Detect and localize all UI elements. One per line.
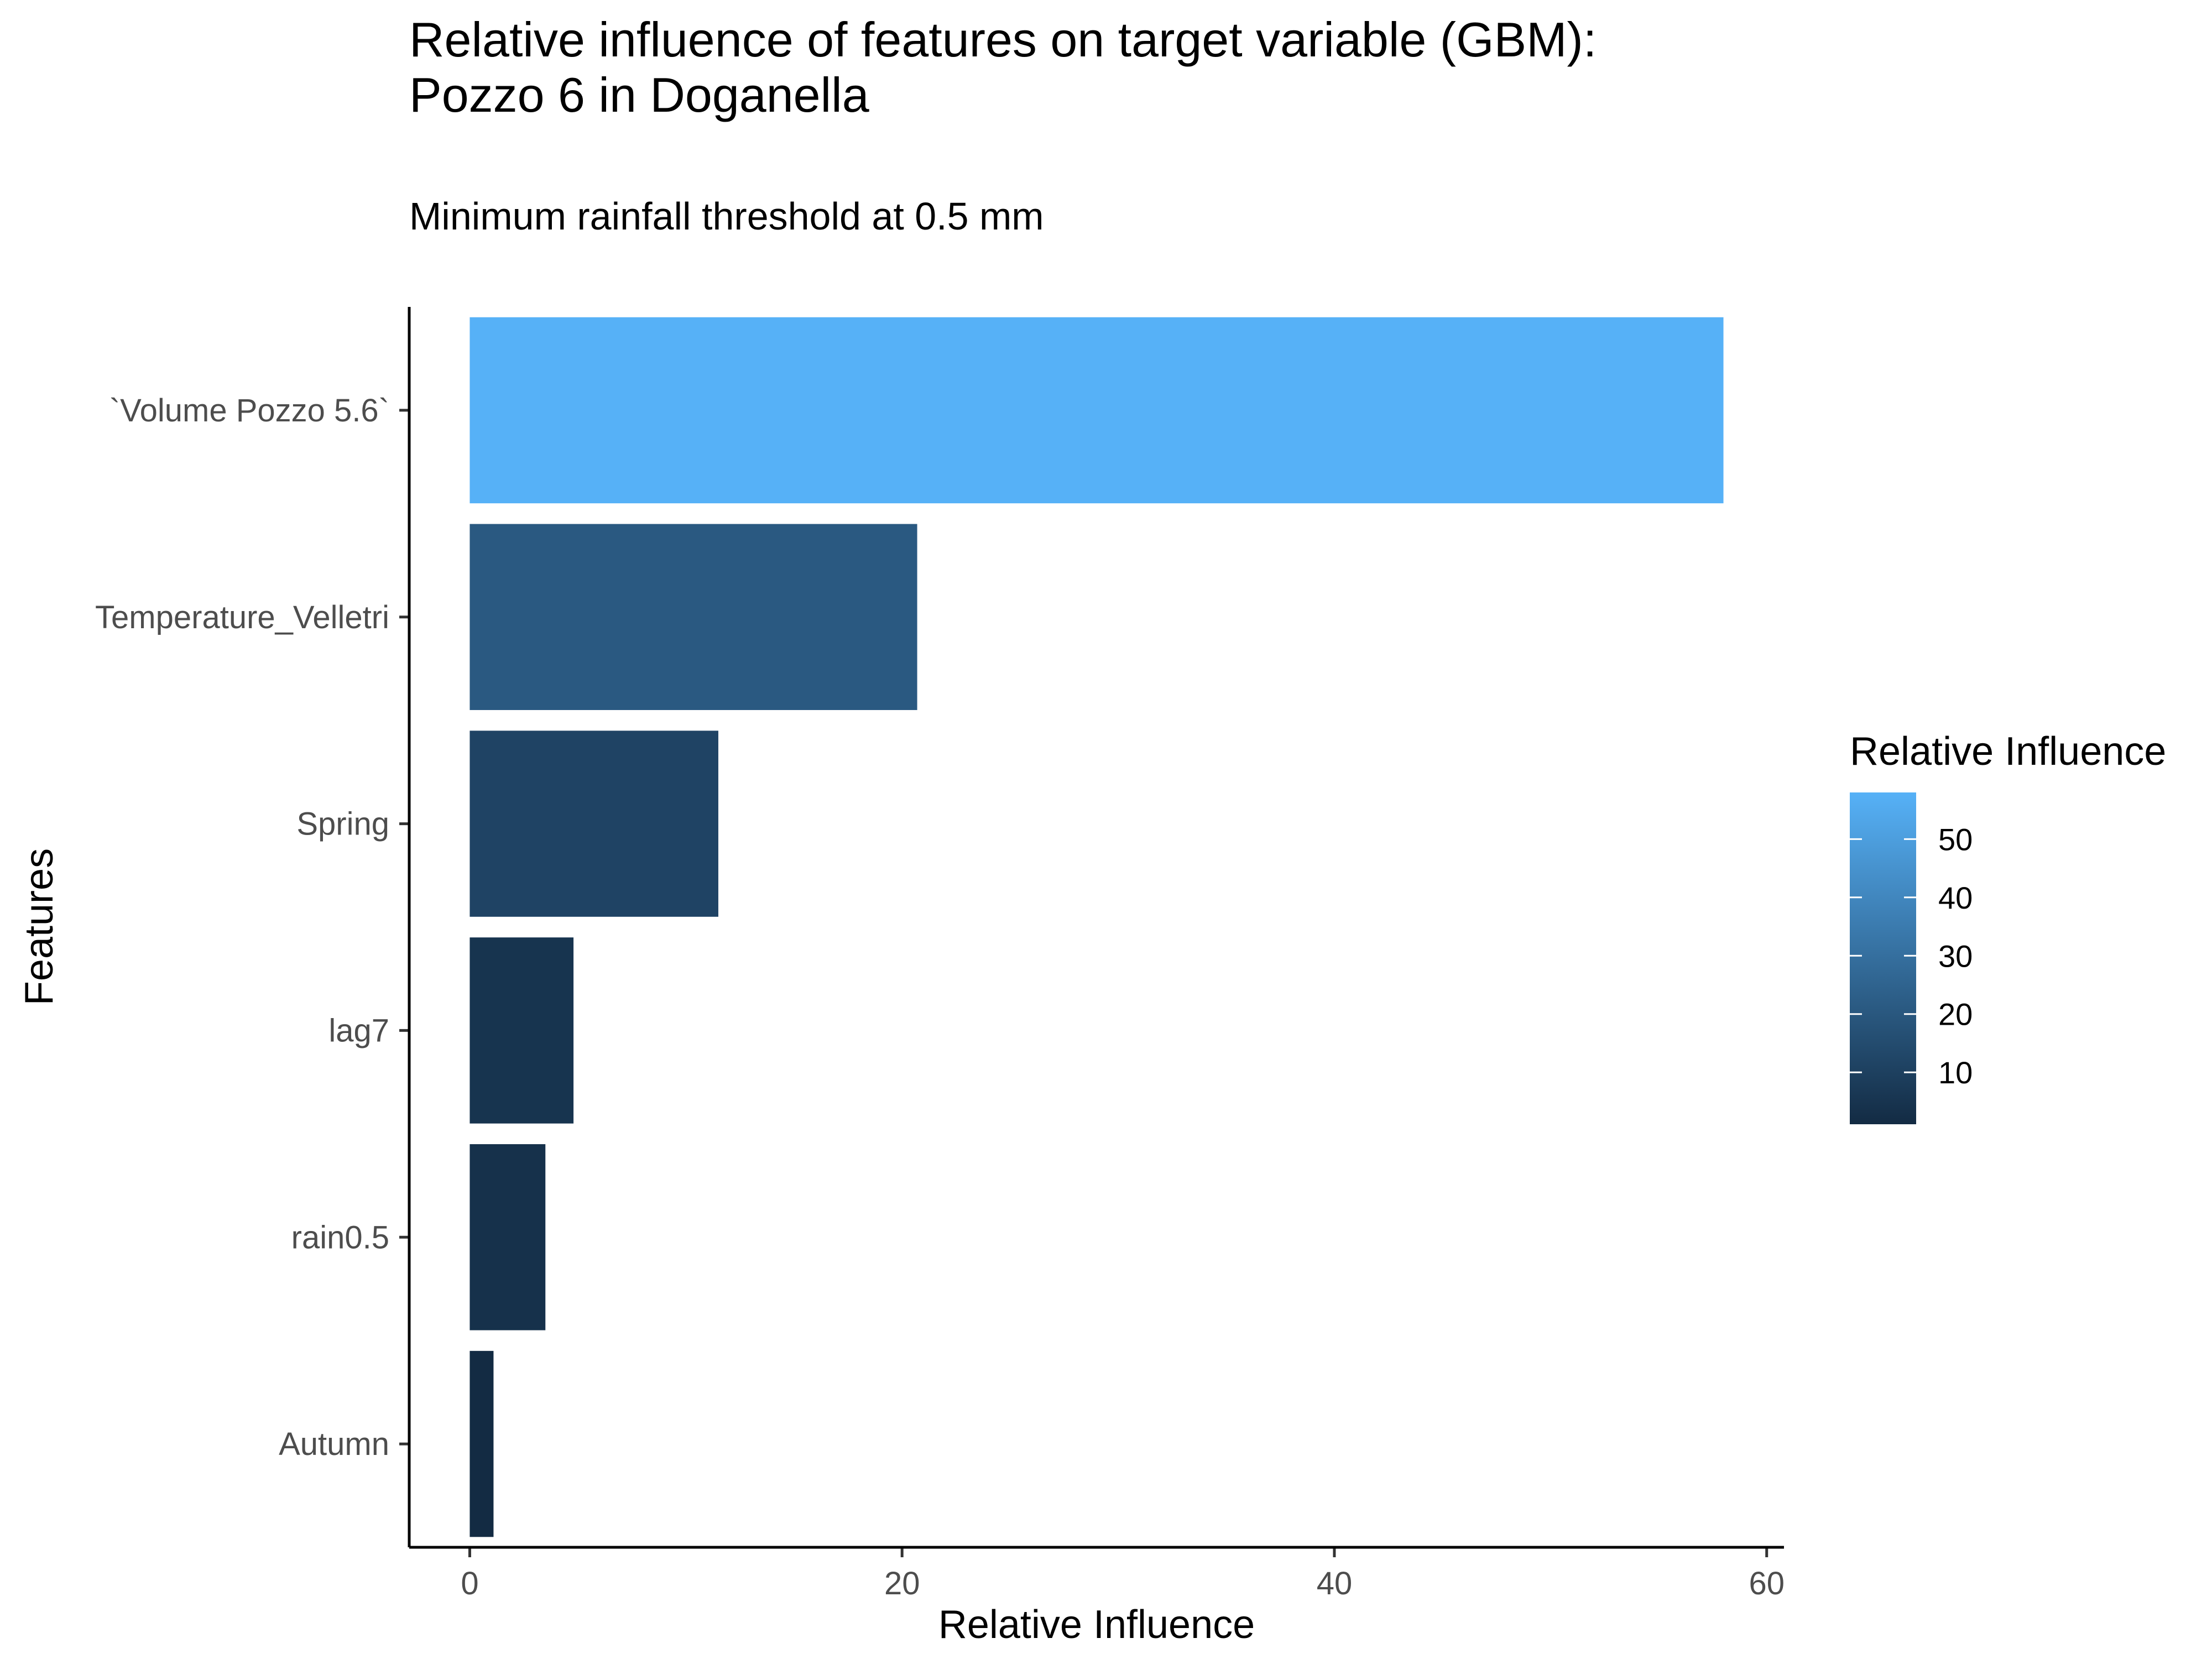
bar-0 (469, 317, 1724, 504)
x-tick-label: 60 (1749, 1566, 1785, 1601)
legend-title: Relative Influence (1850, 729, 2166, 774)
chart-subtitle: Minimum rainfall threshold at 0.5 mm (409, 195, 1044, 238)
bar-5 (469, 1350, 494, 1537)
bar-2 (469, 731, 718, 917)
y-tick-label: rain0.5 (291, 1219, 389, 1255)
chart-title-line2: Pozzo 6 in Doganella (409, 67, 869, 122)
x-tick-label: 20 (884, 1566, 920, 1601)
x-tick-label: 40 (1317, 1566, 1353, 1601)
y-tick-label: lag7 (328, 1013, 389, 1048)
x-axis-ticks: 0 20 40 60 (461, 1547, 1785, 1601)
legend-ticks: 10 20 30 40 50 (1850, 822, 1973, 1090)
legend-tick-label: 10 (1938, 1055, 1973, 1090)
y-axis-ticks: `Volume Pozzo 5.6` Temperature_Velletri Sp… (95, 393, 409, 1462)
y-tick-label: `Volume Pozzo 5.6` (109, 393, 389, 429)
x-tick-label: 0 (461, 1566, 478, 1601)
legend: Relative Influence 10 20 30 40 50 (1850, 729, 2166, 1124)
legend-tick-label: 20 (1938, 997, 1973, 1032)
x-axis-title: Relative Influence (938, 1603, 1255, 1647)
chart-title: Relative influence of features on target… (409, 12, 1597, 67)
legend-tick-label: 30 (1938, 938, 1973, 973)
legend-tick-label: 50 (1938, 822, 1973, 857)
bar-4 (469, 1144, 546, 1331)
bars (469, 317, 1724, 1537)
y-axis-title: Features (17, 848, 61, 1005)
legend-tick-label: 40 (1938, 880, 1973, 915)
y-tick-label: Spring (296, 806, 389, 842)
legend-colorbar (1850, 792, 1916, 1124)
y-tick-label: Autumn (279, 1426, 389, 1462)
y-tick-label: Temperature_Velletri (95, 599, 389, 635)
bar-3 (469, 937, 574, 1124)
bar-1 (469, 524, 917, 710)
